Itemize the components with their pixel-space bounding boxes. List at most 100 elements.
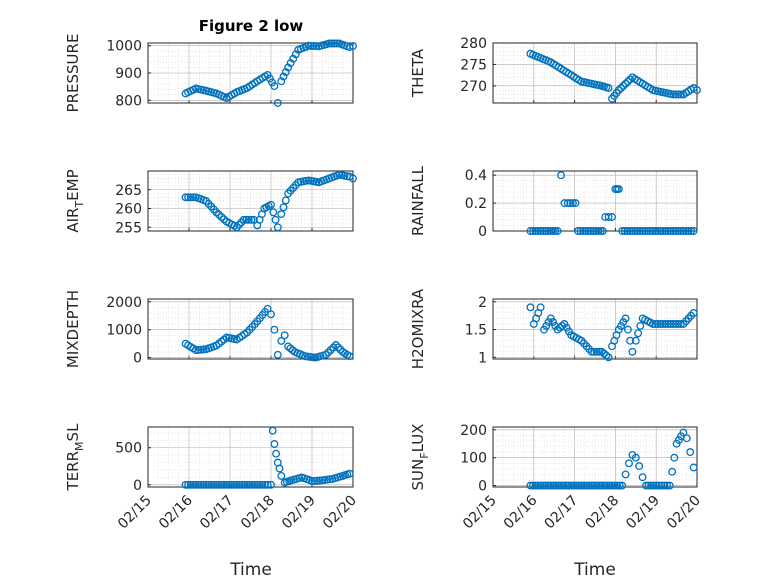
data-point bbox=[652, 481, 661, 490]
data-point bbox=[189, 480, 198, 489]
data-point bbox=[576, 227, 585, 235]
data-point bbox=[693, 86, 701, 95]
data-point bbox=[671, 227, 680, 235]
data-point bbox=[621, 79, 630, 88]
data-point bbox=[653, 227, 662, 235]
data-point bbox=[280, 331, 289, 340]
data-point bbox=[618, 481, 627, 490]
data-point bbox=[661, 320, 670, 328]
data-point bbox=[664, 320, 673, 328]
data-point bbox=[541, 481, 550, 490]
data-point bbox=[595, 481, 604, 490]
x-tick-label: 02/20 bbox=[664, 493, 704, 533]
data-point bbox=[304, 41, 313, 50]
data-point bbox=[686, 448, 695, 457]
data-point bbox=[553, 227, 562, 235]
data-point bbox=[270, 325, 279, 334]
data-point bbox=[566, 199, 575, 208]
data-point bbox=[646, 227, 655, 235]
x-tick-label: 02/17 bbox=[542, 493, 582, 533]
x-tick-label: 02/19 bbox=[623, 493, 663, 533]
data-point bbox=[265, 74, 274, 83]
data-point bbox=[676, 90, 685, 99]
y-axis-label: MIXDEPTH bbox=[64, 290, 82, 368]
data-point bbox=[313, 476, 322, 485]
y-axis-label: THETA bbox=[409, 48, 427, 98]
x-tick-label: 02/15 bbox=[115, 493, 155, 533]
data-point bbox=[682, 434, 691, 443]
y-tick-label: 0 bbox=[478, 224, 487, 240]
data-point bbox=[279, 203, 288, 212]
data-point bbox=[232, 223, 241, 232]
data-point bbox=[581, 227, 590, 235]
data-point bbox=[642, 481, 650, 490]
data-point bbox=[235, 480, 244, 489]
data-point bbox=[253, 480, 262, 489]
data-point bbox=[258, 480, 267, 489]
data-point bbox=[222, 480, 231, 489]
data-point bbox=[669, 90, 678, 99]
data-point bbox=[191, 480, 200, 489]
y-tick-label: 200 bbox=[460, 423, 487, 439]
data-point bbox=[255, 480, 264, 489]
data-point bbox=[610, 481, 619, 490]
data-point bbox=[539, 481, 548, 490]
figure-title: Figure 2 low bbox=[199, 17, 304, 35]
data-point bbox=[325, 475, 334, 484]
data-point bbox=[636, 321, 645, 330]
data-point bbox=[315, 476, 324, 485]
data-point bbox=[669, 320, 678, 328]
data-point bbox=[526, 227, 535, 235]
y-label-main: TERR bbox=[64, 451, 82, 492]
data-point bbox=[345, 469, 354, 478]
data-point bbox=[671, 320, 680, 328]
y-tick-label: 1000 bbox=[106, 39, 142, 55]
x-tick-label: 02/16 bbox=[156, 492, 196, 532]
data-point bbox=[597, 481, 606, 490]
x-tick-label: 02/19 bbox=[279, 493, 319, 533]
data-point bbox=[579, 227, 588, 235]
y-tick-label: 0 bbox=[133, 351, 142, 367]
data-point bbox=[281, 68, 290, 77]
data-point bbox=[243, 480, 252, 489]
data-point bbox=[194, 345, 203, 354]
y-label-subscript: F bbox=[418, 452, 431, 458]
data-point bbox=[679, 227, 688, 235]
data-point bbox=[269, 208, 278, 217]
data-point bbox=[197, 480, 205, 489]
data-point bbox=[345, 43, 354, 52]
data-point bbox=[557, 171, 565, 180]
data-point bbox=[184, 193, 193, 202]
data-point bbox=[567, 481, 576, 490]
data-point bbox=[273, 99, 282, 107]
data-point bbox=[679, 428, 688, 437]
data-point bbox=[592, 347, 601, 356]
data-point bbox=[334, 343, 343, 352]
subplot-lower-right: 1 1.5 2 H2OMIXRA bbox=[409, 288, 698, 369]
data-point bbox=[623, 227, 632, 235]
data-point bbox=[199, 480, 208, 489]
data-point bbox=[625, 227, 634, 235]
data-point bbox=[587, 481, 596, 490]
data-point bbox=[267, 200, 275, 209]
data-point bbox=[531, 481, 540, 490]
data-point bbox=[559, 481, 568, 490]
x-tick-label: 02/20 bbox=[320, 493, 360, 533]
data-point bbox=[670, 453, 679, 462]
data-point bbox=[232, 480, 241, 489]
y-axis-label: PRESSURE bbox=[64, 34, 82, 113]
data-point bbox=[626, 75, 635, 84]
data-point bbox=[238, 480, 246, 489]
data-point bbox=[244, 215, 253, 224]
data-point bbox=[660, 481, 669, 490]
data-point bbox=[653, 320, 662, 328]
data-point bbox=[312, 42, 321, 51]
data-point bbox=[270, 82, 279, 91]
data-point bbox=[220, 480, 228, 489]
y-label-subscript: M bbox=[73, 441, 86, 451]
data-point bbox=[275, 464, 284, 473]
data-point bbox=[529, 481, 537, 490]
data-point bbox=[536, 227, 545, 235]
data-point bbox=[526, 303, 535, 312]
